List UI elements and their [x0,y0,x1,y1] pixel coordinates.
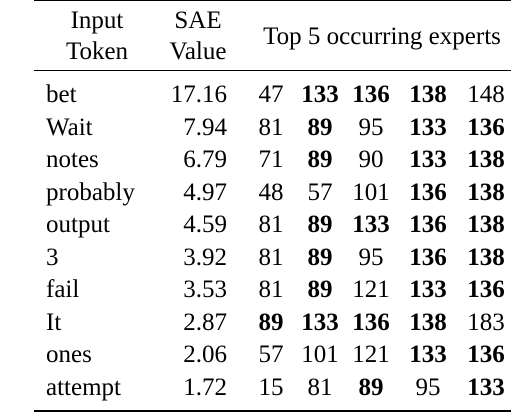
header-input-token-line2: Token [65,38,129,65]
expert-cell: 89 [307,276,333,303]
sae-value-cell: 3.92 [183,243,227,271]
expert-cell: 57 [307,178,333,206]
expert-cell: 138 [467,243,505,271]
token-cell: attempt [46,373,121,401]
expert-cell: 136 [409,243,447,271]
header-sae-value-line1: SAE [174,7,222,34]
top-rule [34,0,511,1]
sae-value-cell: 1.72 [183,373,227,401]
expert-cell: 81 [307,373,333,401]
token-cell: fail [46,276,80,303]
expert-cell: 138 [467,178,505,206]
expert-cell: 101 [352,178,390,206]
expert-cell: 138 [409,81,447,108]
expert-cell: 89 [307,113,333,141]
token-cell: ones [46,341,92,368]
expert-cell: 89 [307,243,333,271]
expert-cell: 57 [258,341,284,368]
expert-cell: 136 [467,341,505,368]
token-cell: bet [46,81,77,108]
sae-value-cell: 6.79 [183,146,227,173]
expert-cell: 47 [258,81,284,108]
bottom-rule [34,410,511,412]
token-cell: probably [46,178,135,206]
expert-cell: 133 [409,113,447,141]
sae-value-cell: 2.87 [183,308,227,336]
sae-value-cell: 17.16 [170,81,227,108]
expert-cell: 136 [467,113,505,141]
expert-cell: 133 [352,211,390,238]
expert-cell: 81 [258,113,284,141]
expert-cell: 95 [415,373,441,401]
mid-rule [34,70,511,71]
expert-cell: 133 [409,146,447,173]
expert-cell: 95 [358,243,384,271]
expert-cell: 148 [467,81,505,108]
expert-cell: 133 [301,81,339,108]
expert-cell: 133 [409,341,447,368]
expert-cell: 138 [409,308,447,336]
header-top-experts: Top 5 occurring experts [263,23,501,50]
token-cell: notes [46,146,99,173]
expert-cell: 101 [301,341,339,368]
expert-cell: 81 [258,211,284,238]
expert-cell: 138 [467,146,505,173]
token-cell: It [46,308,62,336]
expert-cell: 81 [258,276,284,303]
expert-cell: 15 [258,373,284,401]
sae-value-cell: 2.06 [183,341,227,368]
expert-cell: 183 [467,308,505,336]
expert-cell: 121 [352,276,390,303]
expert-cell: 136 [409,178,447,206]
sae-value-cell: 7.94 [183,113,227,141]
token-cell: 3 [46,243,59,271]
sae-value-cell: 4.59 [183,211,227,238]
expert-cell: 81 [258,243,284,271]
expert-cell: 89 [307,211,333,238]
expert-cell: 136 [409,211,447,238]
expert-cell: 133 [301,308,339,336]
sae-value-cell: 3.53 [183,276,227,303]
token-cell: Wait [46,113,93,141]
expert-cell: 136 [352,308,390,336]
expert-cell: 95 [358,113,384,141]
header-sae-value-line2: Value [169,38,227,65]
expert-cell: 136 [352,81,390,108]
sae-value-cell: 4.97 [183,178,227,206]
expert-cell: 133 [467,373,505,401]
expert-cell: 48 [258,178,284,206]
header-input-token-line1: Input [70,7,124,34]
expert-cell: 90 [358,146,384,173]
expert-cell: 89 [258,308,284,336]
expert-cell: 89 [358,373,384,401]
expert-cell: 138 [467,211,505,238]
expert-cell: 136 [467,276,505,303]
expert-cell: 121 [352,341,390,368]
expert-cell: 89 [307,146,333,173]
expert-cell: 133 [409,276,447,303]
expert-cell: 71 [258,146,284,173]
token-cell: output [46,211,110,238]
